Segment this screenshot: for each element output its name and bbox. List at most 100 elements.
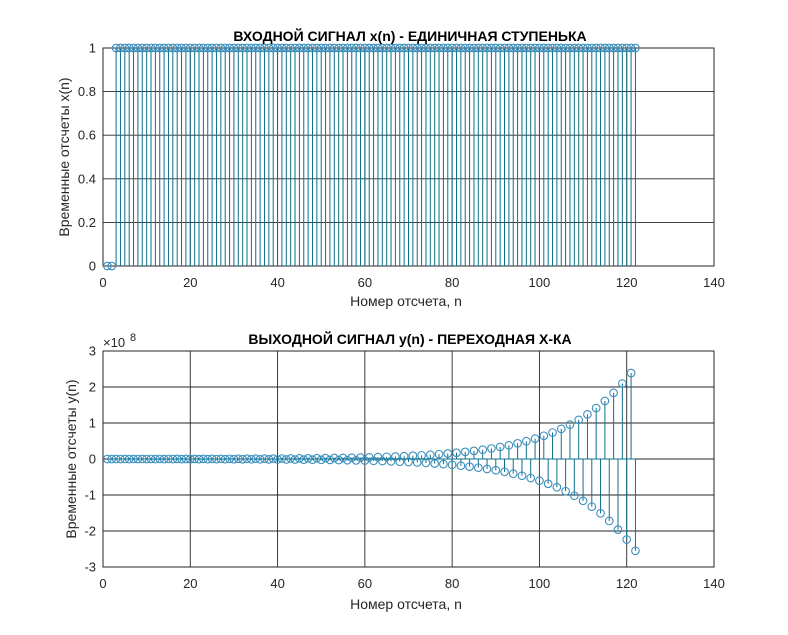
stem-marker [596, 509, 605, 518]
stem-marker [212, 43, 221, 53]
x-tick-label: 140 [703, 576, 725, 591]
stem-marker [504, 43, 514, 53]
stem-marker [334, 43, 344, 53]
stem-marker [155, 43, 165, 53]
stem-marker [447, 43, 457, 53]
stem-marker [452, 448, 461, 458]
subplot-input: 0 20 40 60 80 100 120 140 0 0.2 0.4 0.6 … [56, 27, 725, 309]
stem-marker [604, 43, 614, 53]
stem-marker [439, 459, 448, 469]
x-tick-label: 20 [183, 275, 197, 290]
stem-marker [373, 43, 383, 53]
stem-marker [591, 403, 601, 413]
y-tick-label: -1 [84, 488, 96, 503]
stem-marker [548, 428, 557, 437]
stem-marker [111, 43, 121, 53]
stem-marker [569, 491, 579, 501]
stem-marker [303, 43, 313, 53]
stem-marker [434, 449, 444, 459]
stem-marker [617, 43, 627, 53]
stem-marker [591, 43, 601, 53]
y-tick-label: 0.6 [78, 128, 96, 143]
stem-marker [247, 43, 256, 53]
stem-marker [225, 43, 234, 53]
stem-marker [526, 43, 536, 53]
stem-marker [513, 43, 522, 53]
stem-marker [116, 43, 125, 53]
stem-marker [565, 43, 575, 53]
stem-marker [369, 43, 378, 53]
stem-marker [343, 43, 352, 53]
stem-marker [312, 43, 322, 53]
stem-marker [290, 43, 300, 53]
stem-marker [308, 43, 317, 53]
stem-marker [543, 479, 553, 489]
stem-marker [286, 43, 296, 53]
stem-marker [622, 535, 632, 544]
stem-marker [386, 456, 396, 466]
stem-marker [526, 473, 536, 483]
y-tick-label: -3 [84, 560, 96, 575]
stem-marker [329, 43, 339, 53]
stem-marker [482, 43, 492, 53]
stem-marker [364, 43, 374, 53]
stem-marker [199, 43, 208, 53]
stem-marker [343, 455, 352, 465]
stem-marker [583, 43, 592, 53]
stem-marker [465, 462, 474, 471]
y-tick-label: 0.2 [78, 215, 96, 230]
stem-marker [543, 43, 553, 53]
stem-marker [395, 457, 405, 467]
y-tick-label: 3 [89, 344, 96, 359]
stems-bottom [103, 368, 640, 556]
stem-marker [281, 43, 291, 53]
stem-marker [286, 454, 296, 463]
stem-marker [229, 43, 239, 53]
stem-marker [238, 43, 248, 53]
stem-marker [408, 451, 418, 461]
stem-marker [447, 460, 457, 470]
stem-marker [600, 43, 610, 53]
stem-marker [439, 43, 448, 53]
stem-marker [596, 43, 605, 53]
stem-marker [395, 43, 405, 53]
x-tick-label: 140 [703, 275, 725, 290]
stem-marker [508, 469, 518, 479]
stem-marker [478, 445, 488, 455]
stem-marker [164, 43, 173, 53]
x-axis-label-bottom: Номер отсчета, n [350, 596, 462, 612]
stem-marker [177, 43, 186, 53]
x-tick-label: 20 [183, 576, 197, 591]
stem-marker [443, 43, 453, 53]
stem-marker [312, 453, 322, 463]
stem-marker [613, 525, 623, 534]
stem-marker [268, 43, 278, 53]
stem-marker [421, 43, 431, 53]
stem-marker [521, 436, 531, 446]
stem-marker [548, 43, 557, 53]
stem-marker [203, 43, 213, 53]
x-axis-label-top: Номер отсчета, n [350, 293, 462, 309]
stem-marker [417, 43, 426, 53]
stem-marker [251, 43, 261, 53]
stem-marker [530, 434, 540, 444]
stem-marker [137, 43, 147, 53]
stem-marker [316, 455, 326, 465]
stem-marker [338, 453, 348, 463]
stem-marker [539, 431, 549, 441]
stem-marker [386, 43, 396, 53]
stem-marker [351, 456, 361, 465]
stem-marker [521, 43, 531, 53]
x-tick-label: 120 [616, 275, 638, 290]
stem-marker [609, 43, 618, 53]
stem-marker [604, 516, 614, 526]
stem-marker [539, 43, 549, 53]
x-tick-label: 40 [270, 275, 284, 290]
stem-marker [303, 453, 313, 463]
stem-marker [124, 43, 134, 53]
stem-marker [308, 455, 317, 465]
x-tick-label: 100 [529, 275, 551, 290]
stem-marker [626, 43, 636, 53]
stem-marker [631, 43, 640, 53]
stem-marker [399, 43, 409, 53]
